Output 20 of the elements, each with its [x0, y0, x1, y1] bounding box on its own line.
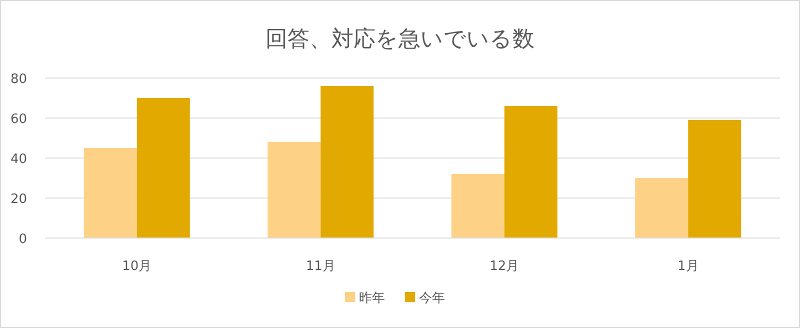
bar	[688, 120, 742, 238]
bar	[136, 98, 190, 238]
bar	[320, 86, 374, 238]
x-tick-label: 10月	[122, 259, 152, 274]
y-tick-label: 80	[10, 72, 27, 87]
x-tick-label: 1月	[677, 259, 699, 274]
legend-label: 今年	[419, 291, 445, 306]
legend-label: 昨年	[359, 291, 385, 306]
bar	[451, 174, 504, 238]
x-tick-label: 11月	[306, 259, 336, 274]
bar	[268, 142, 321, 238]
y-tick-label: 60	[10, 112, 27, 127]
bar	[635, 178, 688, 238]
bar	[84, 148, 137, 238]
x-tick-label: 12月	[490, 259, 520, 274]
y-tick-label: 40	[10, 152, 27, 167]
y-tick-label: 0	[18, 232, 27, 247]
bar	[504, 106, 558, 238]
chart-title: 回答、対応を急いでいる数	[266, 27, 534, 52]
y-tick-label: 20	[10, 192, 27, 207]
